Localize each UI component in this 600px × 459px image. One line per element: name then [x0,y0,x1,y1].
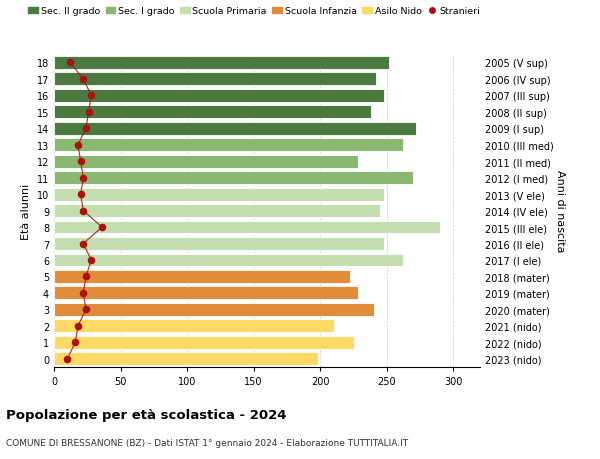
Point [86,257,96,264]
Point [79,290,88,297]
Point [84,109,94,116]
Point [76,191,85,198]
Bar [54,287,358,300]
Bar [54,172,413,185]
Bar [54,123,416,135]
Point [76,158,85,166]
Point [81,306,91,313]
Point [81,273,91,280]
Y-axis label: Età alunni: Età alunni [21,183,31,239]
Bar [54,336,353,349]
Y-axis label: Anni di nascita: Anni di nascita [555,170,565,252]
Point [71,339,80,346]
Text: COMUNE DI BRESSANONE (BZ) - Dati ISTAT 1° gennaio 2024 - Elaborazione TUTTITALIA: COMUNE DI BRESSANONE (BZ) - Dati ISTAT 1… [6,438,408,448]
Point [97,224,107,231]
Text: Popolazione per età scolastica - 2024: Popolazione per età scolastica - 2024 [6,409,287,421]
Bar [54,221,440,234]
Bar [54,57,389,70]
Bar [54,106,371,119]
Point [73,323,83,330]
Bar [54,139,403,152]
Point [81,125,91,133]
Bar [54,353,317,365]
Bar [54,320,334,332]
Bar [54,73,376,86]
Point [79,76,88,84]
Bar [54,254,403,267]
Legend: Sec. II grado, Sec. I grado, Scuola Primaria, Scuola Infanzia, Asilo Nido, Stran: Sec. II grado, Sec. I grado, Scuola Prim… [25,4,484,20]
Bar [54,205,380,218]
Bar [54,90,384,102]
Point [79,241,88,248]
Point [79,174,88,182]
Bar [54,238,384,251]
Point [79,207,88,215]
Point [86,92,96,100]
Point [65,60,75,67]
Point [73,142,83,149]
Bar [54,303,373,316]
Bar [54,156,358,168]
Bar [54,270,350,283]
Bar [54,188,384,201]
Point [62,355,72,363]
